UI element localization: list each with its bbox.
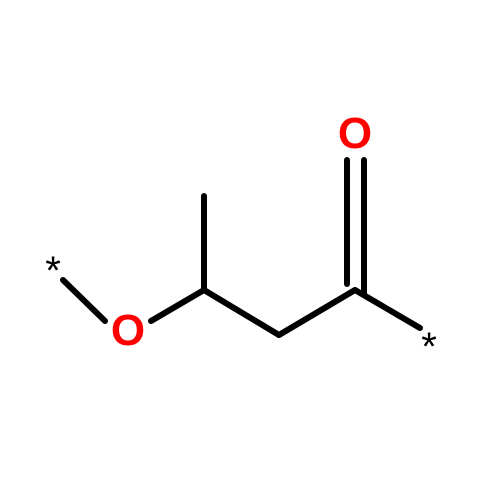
bond-star1-O1 [63, 280, 105, 321]
bond-O1-C2 [151, 290, 204, 321]
atom-O2: O [338, 109, 372, 158]
bond-C2-C3 [204, 290, 279, 335]
chemical-structure-svg: O O * * [0, 0, 500, 500]
atoms-group: O O * * [45, 109, 437, 369]
bond-C3-C4 [279, 290, 355, 335]
atom-O1: O [111, 306, 145, 355]
atom-star2: * [421, 325, 437, 369]
atom-star1: * [45, 249, 61, 293]
